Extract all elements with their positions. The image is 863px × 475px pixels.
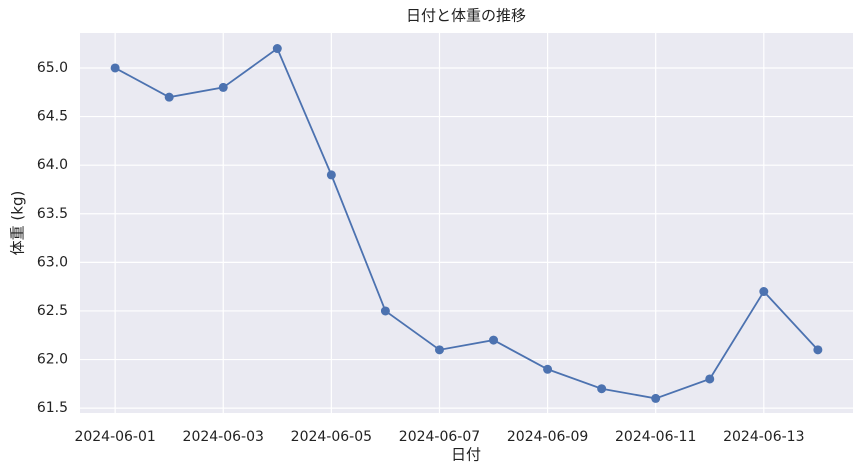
point [110, 63, 120, 73]
y-tick-label: 63.0 [37, 254, 68, 270]
point [326, 170, 336, 180]
point [597, 384, 607, 394]
x-tick-label: 2024-06-01 [74, 429, 155, 445]
point [164, 92, 174, 102]
point [218, 82, 228, 92]
point [543, 364, 553, 374]
x-tick-label: 2024-06-11 [615, 429, 696, 445]
x-tick-label: 2024-06-03 [183, 429, 264, 445]
point [489, 335, 499, 345]
chart-title: 日付と体重の推移 [406, 7, 526, 25]
y-tick-label: 62.0 [37, 352, 68, 368]
x-tick-label: 2024-06-13 [723, 429, 804, 445]
point [651, 393, 661, 403]
point [434, 345, 444, 355]
y-tick-label: 61.5 [37, 400, 68, 416]
plot-area [80, 33, 853, 413]
y-axis-label: 体重 (kg) [9, 191, 27, 256]
point [813, 345, 823, 355]
y-tick-label: 64.0 [37, 157, 68, 173]
line [114, 47, 819, 400]
y-tick-label: 63.5 [37, 206, 68, 222]
y-tick-label: 64.5 [37, 109, 68, 125]
y-tick-label: 62.5 [37, 303, 68, 319]
point [705, 374, 715, 384]
x-tick-label: 2024-06-05 [291, 429, 372, 445]
x-tick-label: 2024-06-07 [399, 429, 480, 445]
x-tick-label: 2024-06-09 [507, 429, 588, 445]
point [380, 306, 390, 316]
point [272, 44, 282, 54]
x-axis-label: 日付 [451, 446, 481, 464]
y-tick-label: 65.0 [37, 60, 68, 76]
point [759, 287, 769, 297]
